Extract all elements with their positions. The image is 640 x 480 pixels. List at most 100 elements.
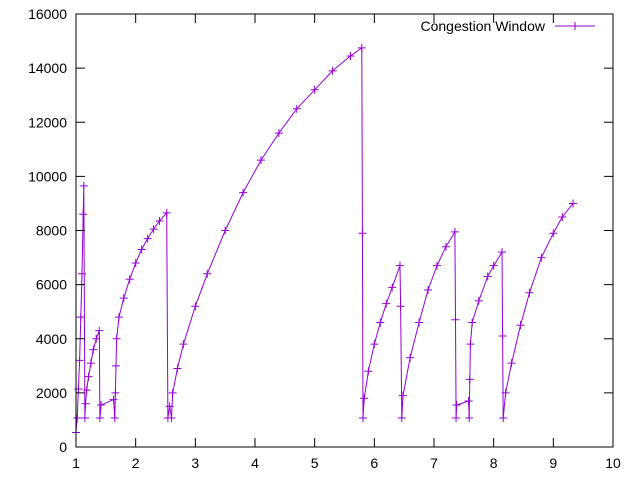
data-point-marker	[474, 296, 483, 305]
data-point-marker	[168, 388, 177, 397]
x-tick-label: 10	[605, 455, 621, 471]
data-point-marker	[346, 51, 355, 60]
data-point-marker	[119, 294, 128, 303]
data-point-marker	[406, 353, 415, 362]
y-tick-label: 2000	[36, 385, 67, 401]
data-point-marker	[92, 334, 101, 343]
data-point-marker	[358, 229, 367, 238]
data-point-marker	[376, 318, 385, 327]
x-tick-label: 4	[251, 455, 259, 471]
data-point-marker	[79, 181, 88, 190]
legend-marker	[571, 22, 579, 30]
data-point-marker	[239, 188, 248, 197]
y-tick-label: 12000	[28, 114, 67, 130]
x-tick-label: 6	[370, 455, 378, 471]
y-tick-label: 6000	[36, 277, 67, 293]
data-point-marker	[165, 402, 174, 411]
data-point-marker	[89, 345, 98, 354]
data-point-marker	[450, 227, 459, 236]
data-point-marker	[167, 413, 176, 422]
data-point-marker	[465, 375, 474, 384]
data-point-marker	[569, 199, 578, 208]
data-point-marker	[114, 313, 123, 322]
data-point-marker	[131, 258, 140, 267]
data-point-marker	[396, 302, 405, 311]
axis-ticks: 1 2 3 4 5 6 7 8 9 10 0 2000 4000 6000 8000 10000 12000 14…	[28, 6, 621, 471]
data-point-marker	[274, 129, 283, 138]
data-point-marker	[507, 359, 516, 368]
data-point-marker	[221, 226, 230, 235]
y-tick-label: 4000	[36, 331, 67, 347]
data-point-marker	[95, 326, 104, 335]
x-tick-label: 9	[549, 455, 557, 471]
data-point-marker	[452, 401, 461, 410]
data-point-marker	[388, 283, 397, 292]
data-point-marker	[82, 386, 91, 395]
x-tick-label: 7	[430, 455, 438, 471]
series-line	[75, 46, 574, 433]
data-point-marker	[364, 367, 373, 376]
data-point-marker	[203, 269, 212, 278]
data-point-marker	[499, 413, 508, 422]
data-point-marker	[360, 394, 369, 403]
data-point-marker	[466, 340, 475, 349]
data-point-marker	[424, 286, 433, 295]
data-point-marker	[441, 242, 450, 251]
data-point-marker	[397, 413, 406, 422]
data-point-marker	[77, 269, 86, 278]
data-point-marker	[75, 356, 84, 365]
data-point-marker	[501, 388, 510, 397]
data-point-marker	[292, 104, 301, 113]
data-point-marker	[452, 413, 461, 422]
x-tick-label: 2	[132, 455, 140, 471]
data-point-marker	[76, 313, 85, 322]
data-point-marker	[468, 318, 477, 327]
data-point-marker	[143, 234, 152, 243]
data-point-marker	[112, 334, 121, 343]
data-point-marker	[137, 245, 146, 254]
legend: Congestion Window	[420, 18, 595, 34]
data-point-marker	[464, 396, 473, 405]
data-point-marker	[173, 364, 182, 373]
data-point-marker	[86, 359, 95, 368]
x-tick-label: 5	[311, 455, 319, 471]
data-point-marker	[73, 413, 82, 422]
data-point-marker	[370, 340, 379, 349]
data-point-marker	[498, 332, 507, 341]
data-point-marker	[516, 321, 525, 330]
data-point-marker	[149, 225, 158, 234]
data-point-marker	[398, 391, 407, 400]
y-tick-label: 10000	[28, 168, 67, 184]
plot-border	[75, 13, 614, 448]
data-point-marker	[95, 413, 104, 422]
data-point-marker	[111, 388, 120, 397]
data-point-marker	[537, 253, 546, 262]
data-point-marker	[525, 288, 534, 297]
data-point-marker	[80, 413, 89, 422]
y-tick-label: 8000	[36, 223, 67, 239]
data-point-marker	[465, 413, 474, 422]
y-tick-label: 0	[59, 439, 67, 455]
y-tick-label: 14000	[28, 60, 67, 76]
data-point-marker	[489, 261, 498, 270]
data-point-marker	[432, 261, 441, 270]
data-point-marker	[483, 272, 492, 281]
x-tick-label: 3	[191, 455, 199, 471]
data-point-marker	[558, 212, 567, 221]
data-point-marker	[415, 318, 424, 327]
y-tick-label: 16000	[28, 6, 67, 22]
data-point-marker	[109, 395, 118, 404]
data-point-marker	[451, 315, 460, 324]
series-layer	[72, 43, 578, 437]
data-point-marker	[125, 275, 134, 284]
data-point-marker	[382, 299, 391, 308]
data-point-marker	[81, 399, 90, 408]
data-point-marker	[256, 156, 265, 165]
data-point-marker	[328, 66, 337, 75]
data-point-marker	[97, 401, 106, 410]
data-point-marker	[357, 43, 366, 52]
data-point-marker	[79, 210, 88, 219]
data-point-marker	[111, 361, 120, 370]
data-point-marker	[162, 208, 171, 217]
